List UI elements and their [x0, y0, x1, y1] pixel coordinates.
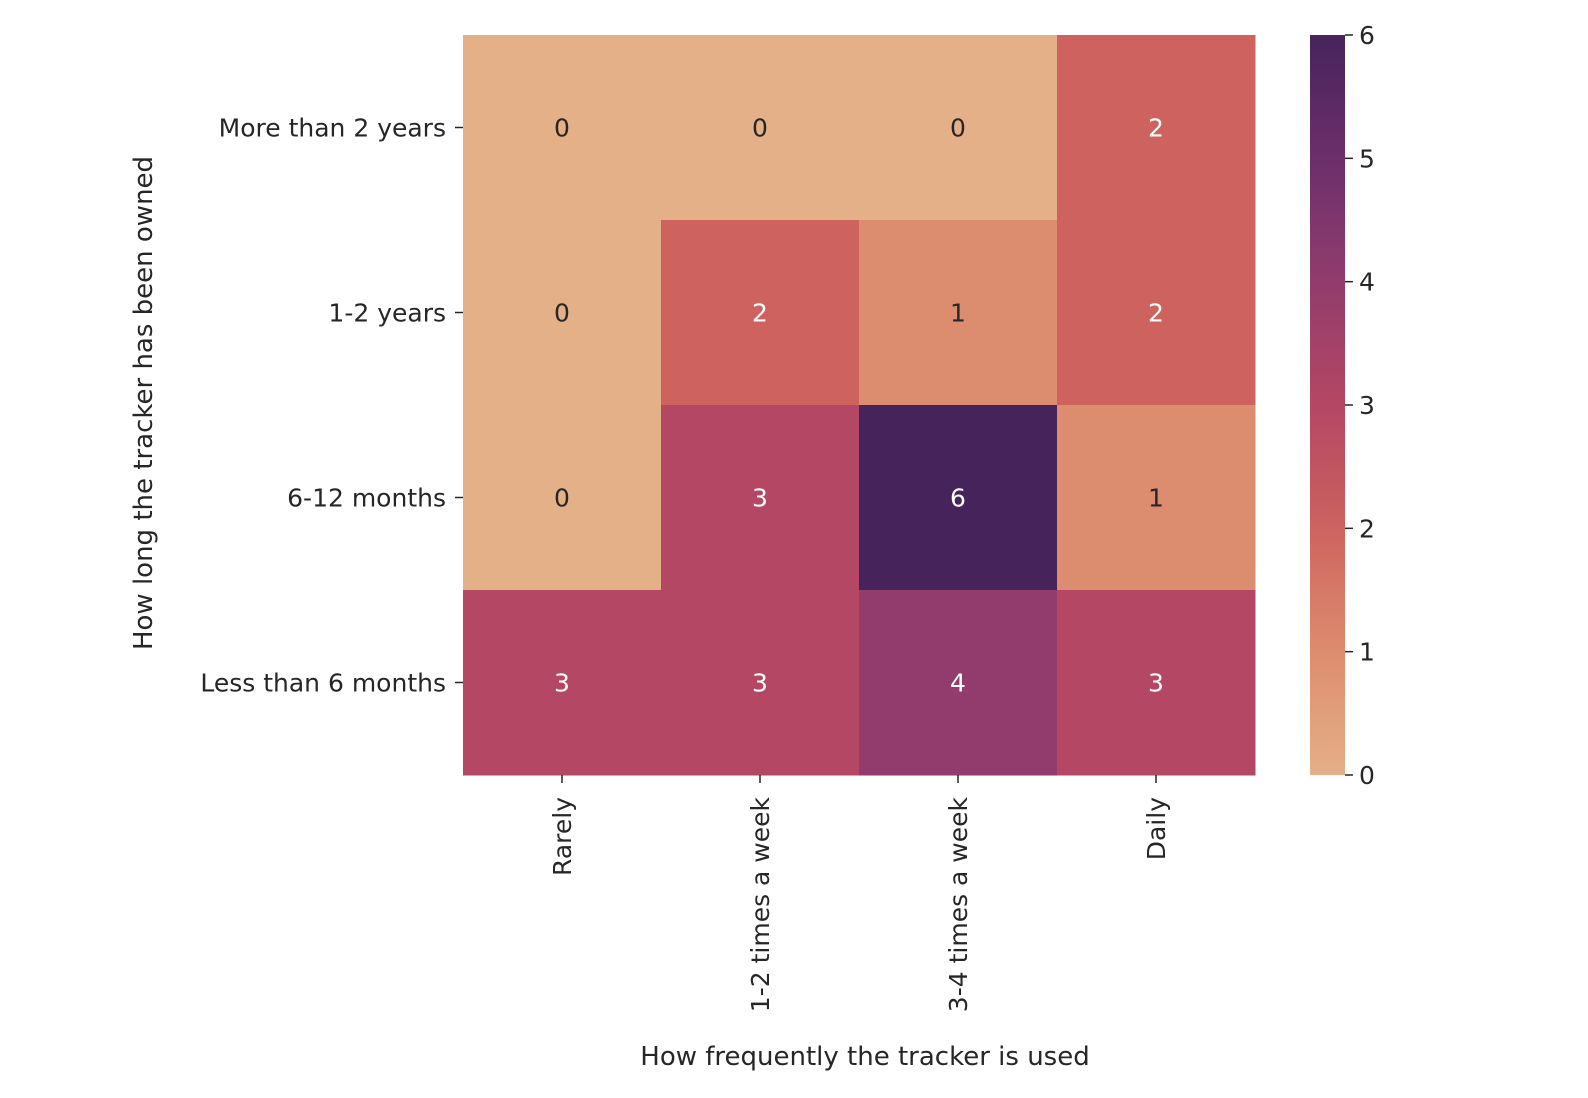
- y-tick-label: 1-2 years: [328, 299, 446, 328]
- heatmap-cell-value: 2: [1148, 114, 1164, 143]
- heatmap-cell-value: 0: [752, 114, 768, 143]
- heatmap-cell: [859, 220, 1058, 406]
- colorbar-tick-label: 2: [1359, 514, 1375, 543]
- heatmap-cell-value: 3: [554, 669, 570, 698]
- heatmap-cell: [661, 220, 860, 406]
- y-tick-label: 6-12 months: [287, 484, 446, 513]
- heatmap-cell: [463, 590, 662, 776]
- y-tick-label: More than 2 years: [219, 114, 446, 143]
- heatmap-cell: [661, 405, 860, 591]
- colorbar-tick-label: 5: [1359, 144, 1375, 173]
- heatmap-cell: [1057, 590, 1256, 776]
- heatmap-cell: [463, 220, 662, 406]
- heatmap-cell: [859, 35, 1058, 221]
- heatmap-cells: [463, 35, 1256, 776]
- y-tick-label: Less than 6 months: [200, 669, 446, 698]
- heatmap-cell-value: 0: [950, 114, 966, 143]
- heatmap-cell-value: 0: [554, 484, 570, 513]
- colorbar: [1310, 35, 1345, 775]
- x-tick-label: Rarely: [548, 797, 577, 876]
- x-tick-label: 1-2 times a week: [746, 796, 775, 1012]
- colorbar-tick-label: 6: [1359, 21, 1375, 50]
- heatmap-cell-value: 6: [950, 484, 966, 513]
- heatmap-cell-labels: 0 0 0 2 0 2 1 2 0 3 6 1 3 3 4 3: [554, 114, 1164, 698]
- y-axis-ticks: More than 2 years 1-2 years 6-12 months Les…: [200, 114, 463, 698]
- y-axis-title: How long the tracker has been owned: [129, 156, 159, 650]
- colorbar-tick-label: 0: [1359, 761, 1375, 790]
- heatmap-cell-value: 3: [1148, 669, 1164, 698]
- heatmap-cell-value: 3: [752, 669, 768, 698]
- heatmap-cell-value: 2: [752, 299, 768, 328]
- heatmap-cell: [859, 590, 1058, 776]
- colorbar-tick-label: 1: [1359, 638, 1375, 667]
- heatmap-cell: [1057, 405, 1256, 591]
- heatmap-cell: [1057, 220, 1256, 406]
- heatmap-cell-value: 0: [554, 114, 570, 143]
- x-axis-ticks: Rarely 1-2 times a week 3-4 times a week Da…: [548, 775, 1171, 1012]
- heatmap-cell: [661, 35, 860, 221]
- x-tick-label: 3-4 times a week: [944, 796, 973, 1012]
- colorbar-ticks: 0 1 2 3 4 5 6: [1345, 21, 1375, 790]
- heatmap-cell-value: 1: [950, 299, 966, 328]
- heatmap-cell: [859, 405, 1058, 591]
- x-tick-label: Daily: [1142, 797, 1171, 860]
- heatmap-cell-value: 2: [1148, 299, 1164, 328]
- heatmap-cell: [1057, 35, 1256, 221]
- x-axis-title: How frequently the tracker is used: [640, 1042, 1089, 1072]
- heatmap-cell-value: 0: [554, 299, 570, 328]
- heatmap-cell-value: 4: [950, 669, 966, 698]
- heatmap-cell-value: 3: [752, 484, 768, 513]
- heatmap-cell: [463, 405, 662, 591]
- colorbar-tick-label: 4: [1359, 268, 1375, 297]
- heatmap-cell-value: 1: [1148, 484, 1164, 513]
- heatmap-cell: [463, 35, 662, 221]
- heatmap-cell: [661, 590, 860, 776]
- colorbar-tick-label: 3: [1359, 391, 1375, 420]
